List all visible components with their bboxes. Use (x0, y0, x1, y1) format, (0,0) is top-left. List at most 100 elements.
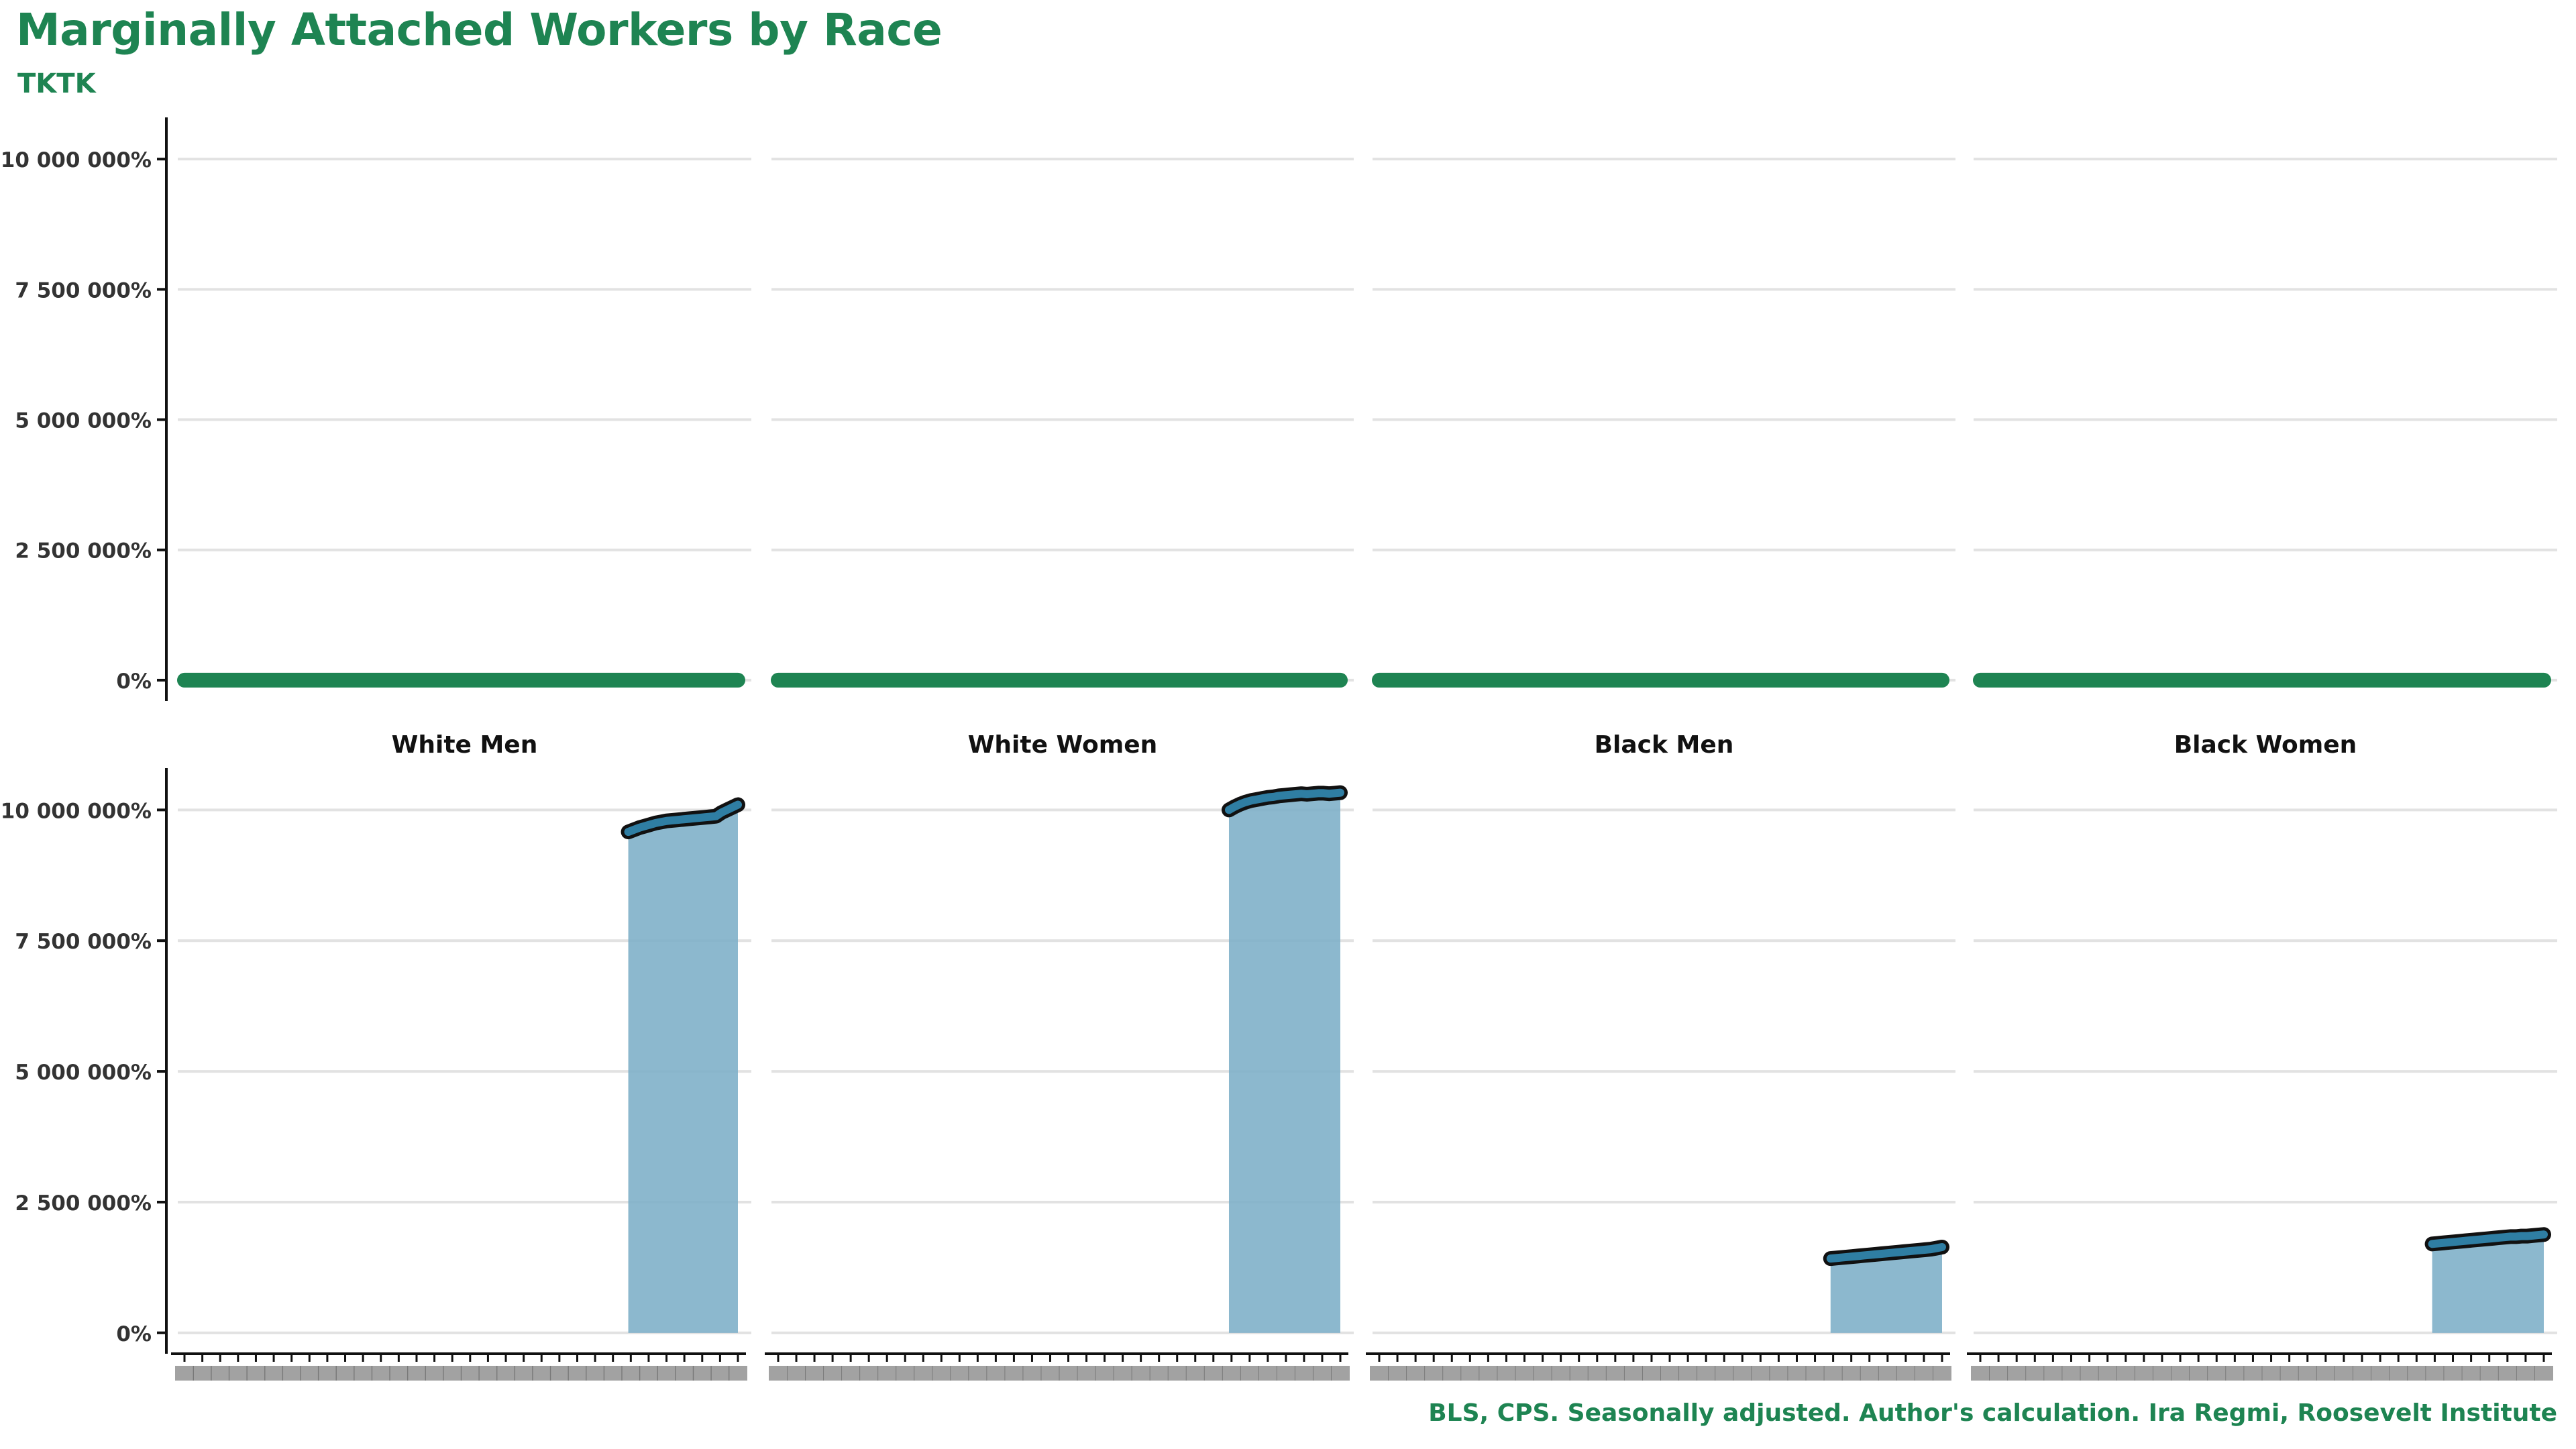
x-tick-label-glyph (2225, 1366, 2245, 1381)
x-tick-label-glyph (1715, 1366, 1734, 1381)
x-tick-label-glyph (478, 1366, 498, 1381)
x-tick-label-glyph (354, 1366, 373, 1381)
x-tick-label-glyph (986, 1366, 1006, 1381)
x-tick-label-glyph (787, 1366, 806, 1381)
x-tick-label-glyph (692, 1366, 712, 1381)
x-tick-label-glyph (1515, 1366, 1534, 1381)
x-tick-label-glyph (532, 1366, 551, 1381)
x-tick-label-glyph (317, 1366, 337, 1381)
area-black-men (1830, 1246, 1942, 1333)
x-tick-label-glyph (1442, 1366, 1462, 1381)
x-tick-label-glyph (1697, 1366, 1716, 1381)
x-tick-label-glyph (586, 1366, 605, 1381)
x-tick-label-glyph (2516, 1366, 2535, 1381)
x-tick-label-glyph (1388, 1366, 1407, 1381)
x-tick-label-glyph (657, 1366, 676, 1381)
x-tick-label-glyph (568, 1366, 587, 1381)
y-tick-label: 2 500 000% (15, 539, 152, 564)
x-tick-label-glyph (1131, 1366, 1150, 1381)
x-tick-label-glyph (460, 1366, 480, 1381)
x-tick-label-glyph (2498, 1366, 2517, 1381)
x-tick-label-glyph (2061, 1366, 2081, 1381)
x-tick-label-glyph (1787, 1366, 1807, 1381)
x-tick-label-glyph (1914, 1366, 1933, 1381)
x-tick-label-glyph (1551, 1366, 1570, 1381)
facet-label-black-women: Black Women (2174, 731, 2357, 759)
x-tick-label-glyph (1185, 1366, 1205, 1381)
x-tick-label-glyph (823, 1366, 843, 1381)
x-tick-label-glyph (1805, 1366, 1825, 1381)
x-tick-label-glyph (1276, 1366, 1295, 1381)
x-tick-label-glyph (1406, 1366, 1426, 1381)
x-tick-label-glyph (175, 1366, 194, 1381)
x-tick-label-glyph (2080, 1366, 2099, 1381)
line-white-men (624, 800, 742, 837)
x-tick-label-glyph (1569, 1366, 1589, 1381)
y-tick-label: 5 000 000% (15, 409, 152, 433)
x-tick-label-glyph (1149, 1366, 1169, 1381)
x-tick-label-glyph (2025, 1366, 2045, 1381)
x-tick-label-glyph (1424, 1366, 1444, 1381)
x-tick-label-glyph (2134, 1366, 2153, 1381)
x-tick-label-glyph (1004, 1366, 1024, 1381)
chart-caption: BLS, CPS. Seasonally adjusted. Author's … (1428, 1399, 2557, 1427)
x-tick-label-glyph (1040, 1366, 1060, 1381)
x-tick-label-glyph (1331, 1366, 1350, 1381)
x-tick-label-glyph (1059, 1366, 1078, 1381)
bottom-row-panels: 0% 2 500 000% 5 000 000% 7 500 000% 10 000 0… (1, 768, 2557, 1381)
x-tick-label-glyph (710, 1366, 730, 1381)
x-tick-label-glyph (1022, 1366, 1042, 1381)
x-tick-label-glyph (2407, 1366, 2426, 1381)
x-tick-label-glyph (2334, 1366, 2353, 1381)
x-tick-label-glyph (2298, 1366, 2317, 1381)
line-black-women (2428, 1230, 2548, 1248)
x-tick-label-glyph (1878, 1366, 1897, 1381)
facet-label-white-men: White Men (392, 731, 538, 759)
x-tick-label-glyph (2353, 1366, 2372, 1381)
x-tick-label-glyph (1312, 1366, 1332, 1381)
x-tick-label-glyph (896, 1366, 915, 1381)
x-tick-label-glyph (639, 1366, 658, 1381)
line-white-women (1224, 788, 1344, 814)
x-tick-label-glyph (2116, 1366, 2135, 1381)
x-tick-label-glyph (2461, 1366, 2481, 1381)
x-tick-label-glyph (1167, 1366, 1187, 1381)
x-tick-label-glyph (335, 1366, 355, 1381)
x-tick-label-glyph (1971, 1366, 1990, 1381)
x-tick-label-glyph (549, 1366, 569, 1381)
x-tick-label-glyph (1860, 1366, 1879, 1381)
x-tick-label-glyph (914, 1366, 933, 1381)
y-tick-label: 2 500 000% (15, 1191, 152, 1216)
x-tick-label-glyph (1077, 1366, 1096, 1381)
x-tick-label-glyph (1479, 1366, 1498, 1381)
x-tick-label-glyph (1294, 1366, 1313, 1381)
chart-subtitle: TKTK (17, 68, 96, 99)
x-tick-label-glyph (2261, 1366, 2281, 1381)
x-tick-label-glyph (621, 1366, 641, 1381)
x-tick-label-glyph (425, 1366, 444, 1381)
line-black-men (1826, 1242, 1946, 1263)
x-tick-label-glyph (1989, 1366, 2008, 1381)
x-tick-label-glyph (1642, 1366, 1661, 1381)
x-tick-label-glyph (282, 1366, 301, 1381)
x-tick-label-glyph (1460, 1366, 1480, 1381)
chart-title: Marginally Attached Workers by Race (16, 4, 943, 56)
x-tick-label-glyph (805, 1366, 824, 1381)
x-tick-label-glyph (1896, 1366, 1915, 1381)
x-tick-label-glyph (2534, 1366, 2553, 1381)
x-tick-label-glyph (1240, 1366, 1259, 1381)
x-tick-label-glyph (877, 1366, 897, 1381)
x-tick-label-glyph (1660, 1366, 1680, 1381)
x-tick-label-glyph (496, 1366, 516, 1381)
x-tick-label-glyph (1933, 1366, 1951, 1381)
x-tick-label-glyph (1203, 1366, 1223, 1381)
x-tick-label-glyph (211, 1366, 230, 1381)
x-tick-label-glyph (300, 1366, 319, 1381)
area-white-men (628, 804, 738, 1333)
x-tick-label-glyph (264, 1366, 284, 1381)
y-tick-label: 10 000 000% (1, 148, 152, 172)
facet-label-white-women: White Women (968, 731, 1158, 759)
y-tick-label: 0% (116, 1322, 152, 1346)
facet-label-black-men: Black Men (1595, 731, 1734, 759)
